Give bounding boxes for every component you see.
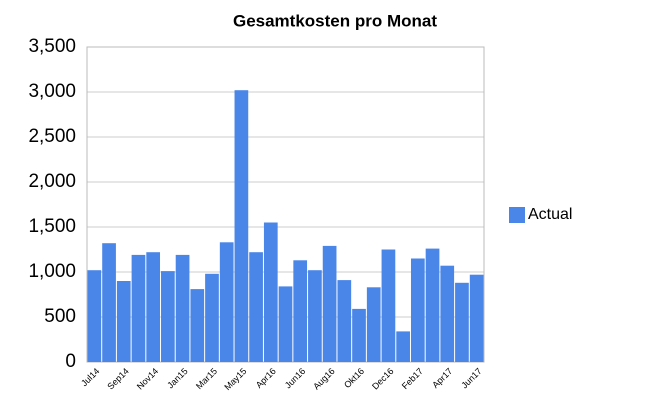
bar: [219, 242, 234, 362]
bar: [131, 254, 146, 362]
bar: [190, 289, 205, 362]
y-tick-label: 3,000: [28, 81, 76, 102]
legend-label: Actual: [528, 206, 572, 223]
bar: [263, 222, 278, 362]
chart-title: Gesamtkosten pro Monat: [233, 11, 437, 30]
bar: [410, 258, 425, 362]
bar: [308, 270, 322, 362]
bar: [146, 252, 161, 362]
bar: [440, 265, 455, 362]
bar: [469, 274, 484, 362]
bar: [322, 245, 337, 362]
bar: [396, 331, 410, 362]
y-tick-label: 2,500: [28, 126, 76, 147]
bar: [116, 281, 131, 362]
bar: [352, 308, 366, 362]
y-tick-label: 0: [65, 351, 76, 372]
legend-swatch: [509, 207, 525, 223]
bar: [249, 252, 263, 362]
bar: [455, 282, 469, 362]
y-tick-label: 1,500: [28, 216, 76, 237]
bar: [366, 287, 381, 362]
bar: [102, 243, 116, 362]
y-tick-label: 1,000: [28, 261, 76, 282]
bar: [278, 286, 293, 362]
y-tick-label: 500: [44, 306, 76, 327]
bar: [87, 270, 102, 362]
bar: [425, 248, 440, 362]
y-tick-label: 3,500: [28, 36, 76, 57]
bar: [234, 90, 249, 362]
bar: [337, 280, 352, 362]
bar: [381, 249, 396, 362]
bar: [161, 271, 175, 362]
y-tick-label: 2,000: [28, 171, 76, 192]
bar: [175, 254, 190, 362]
bar: [205, 273, 219, 362]
bar: [293, 260, 308, 362]
